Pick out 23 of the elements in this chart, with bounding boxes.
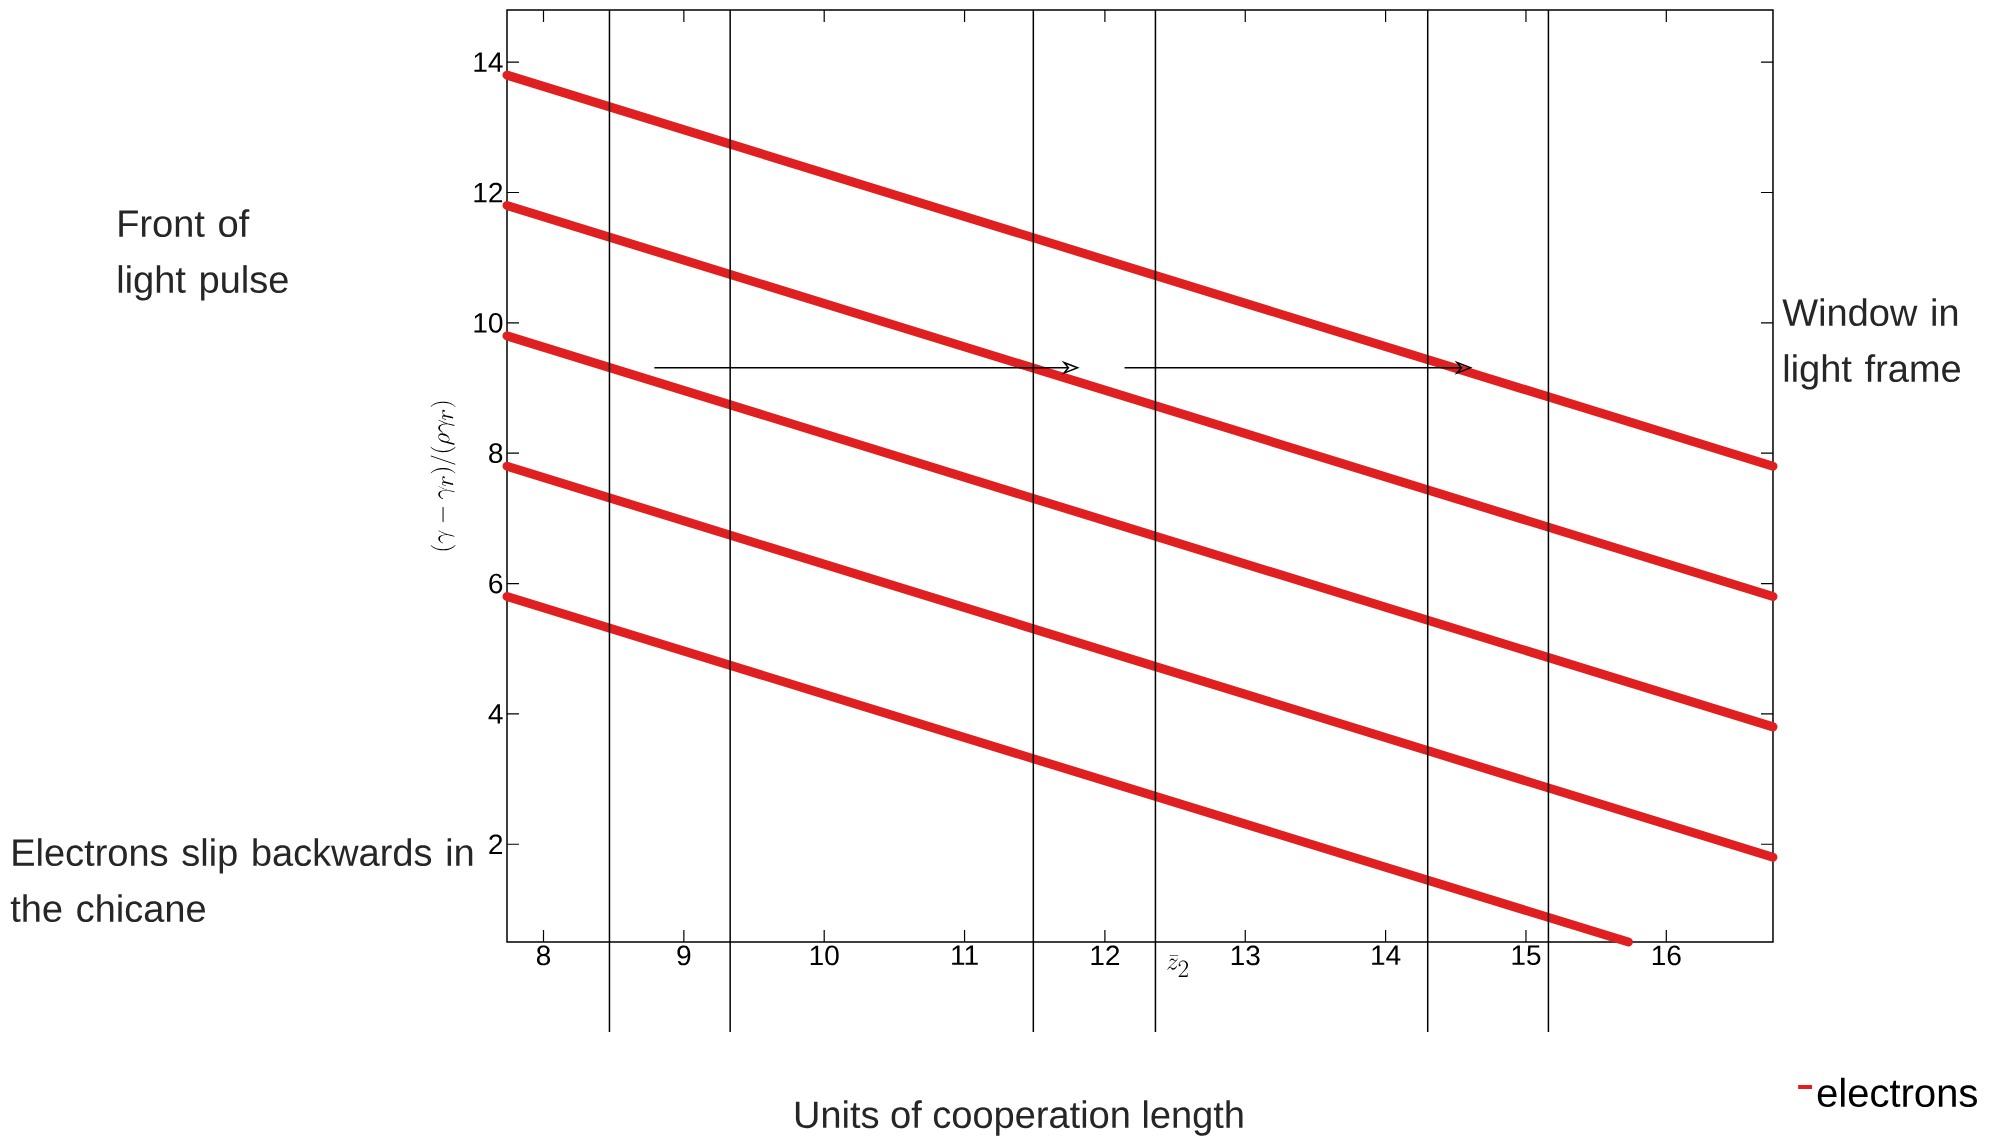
y-tick-label: 12 [474, 182, 503, 203]
x-axis-title: $\bar{z}_2$ [1167, 955, 1189, 977]
x-tick-label: 14 [1372, 945, 1401, 965]
y-tick-label: 2 [489, 834, 503, 855]
y-tick-label: 8 [489, 443, 503, 464]
x-tick-label: 10 [810, 945, 839, 966]
x-tick-label: 12 [1091, 945, 1120, 966]
text: Electrons slip backwards in the chicane [10, 838, 473, 923]
x-tick-label: 15 [1512, 945, 1541, 966]
y-tick-label: 4 [488, 704, 503, 724]
y-tick-label: 10 [474, 312, 503, 333]
text: Units of cooperation length [795, 1100, 1243, 1136]
x-tick-label: 8 [536, 945, 551, 966]
x-tick-label: 9 [677, 945, 691, 966]
text: Front of light pulse [118, 209, 288, 301]
text: Window in light frame [1782, 298, 1961, 390]
x-tick-label: 11 [952, 945, 978, 965]
y-tick-label: 6 [489, 573, 503, 594]
legend-label: electrons [1817, 1077, 1977, 1108]
y-tick-label: 14 [474, 52, 503, 72]
x-tick-label: 16 [1652, 945, 1681, 966]
x-tick-label: 13 [1231, 945, 1260, 966]
y-axis-title: $(\gamma-\gamma_r)/(\rho\gamma_r)$ [430, 401, 456, 551]
